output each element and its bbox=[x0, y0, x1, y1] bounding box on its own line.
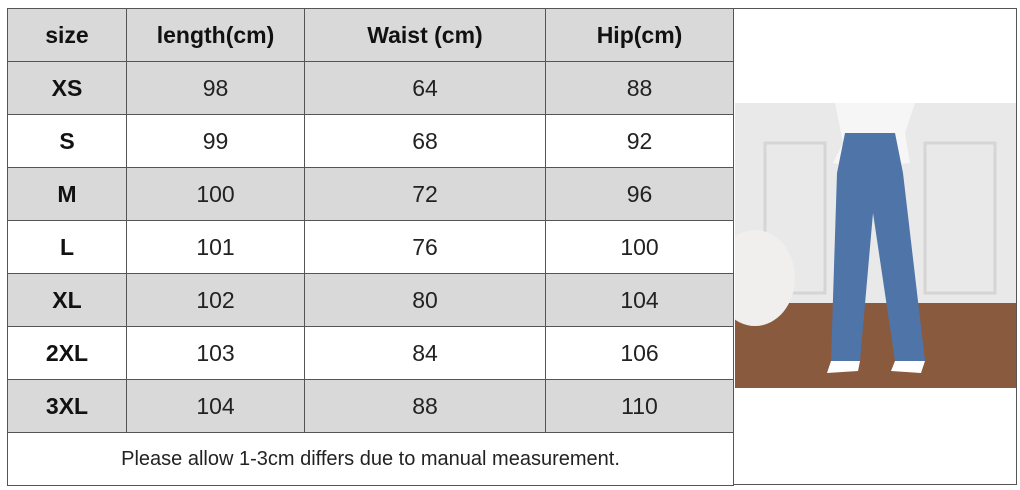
header-cell: Waist (cm) bbox=[304, 8, 546, 62]
size-row: 2XL 103 84 106 bbox=[7, 326, 734, 380]
header-row: size length(cm) Waist (cm) Hip(cm) bbox=[7, 8, 734, 62]
size-row: 3XL 104 88 110 bbox=[7, 379, 734, 433]
measure-cell: 76 bbox=[304, 220, 546, 274]
size-cell: M bbox=[7, 167, 127, 221]
measure-cell: 110 bbox=[545, 379, 734, 433]
size-cell: XS bbox=[7, 61, 127, 115]
size-cell: 3XL bbox=[7, 379, 127, 433]
measure-cell: 104 bbox=[126, 379, 305, 433]
measure-cell: 104 bbox=[545, 273, 734, 327]
header-cell: Hip(cm) bbox=[545, 8, 734, 62]
note-row: Please allow 1-3cm differs due to manual… bbox=[7, 432, 734, 486]
measure-cell: 84 bbox=[304, 326, 546, 380]
measure-cell: 99 bbox=[126, 114, 305, 168]
header-cell: size bbox=[7, 8, 127, 62]
size-row: XS 98 64 88 bbox=[7, 61, 734, 115]
size-cell: 2XL bbox=[7, 326, 127, 380]
note: Please allow 1-3cm differs due to manual… bbox=[7, 432, 734, 486]
size-cell: S bbox=[7, 114, 127, 168]
size-table: size length(cm) Waist (cm) Hip(cm) XS 98 64 88 S… bbox=[7, 8, 734, 486]
measure-cell: 88 bbox=[545, 61, 734, 115]
measure-cell: 98 bbox=[126, 61, 305, 115]
header-cell: length(cm) bbox=[126, 8, 305, 62]
measure-cell: 101 bbox=[126, 220, 305, 274]
measure-cell: 96 bbox=[545, 167, 734, 221]
size-row: L 101 76 100 bbox=[7, 220, 734, 274]
photo-cell bbox=[733, 8, 1017, 485]
measure-cell: 100 bbox=[126, 167, 305, 221]
size-row: S 99 68 92 bbox=[7, 114, 734, 168]
measure-cell: 103 bbox=[126, 326, 305, 380]
size-cell: XL bbox=[7, 273, 127, 327]
measure-cell: 100 bbox=[545, 220, 734, 274]
measure-cell: 64 bbox=[304, 61, 546, 115]
size-row: XL 102 80 104 bbox=[7, 273, 734, 327]
product-photo bbox=[735, 103, 1016, 388]
measure-cell: 106 bbox=[545, 326, 734, 380]
measure-cell: 80 bbox=[304, 273, 546, 327]
size-row: M 100 72 96 bbox=[7, 167, 734, 221]
measure-cell: 92 bbox=[545, 114, 734, 168]
measure-cell: 88 bbox=[304, 379, 546, 433]
size-cell: L bbox=[7, 220, 127, 274]
measure-cell: 68 bbox=[304, 114, 546, 168]
measure-cell: 72 bbox=[304, 167, 546, 221]
measure-cell: 102 bbox=[126, 273, 305, 327]
